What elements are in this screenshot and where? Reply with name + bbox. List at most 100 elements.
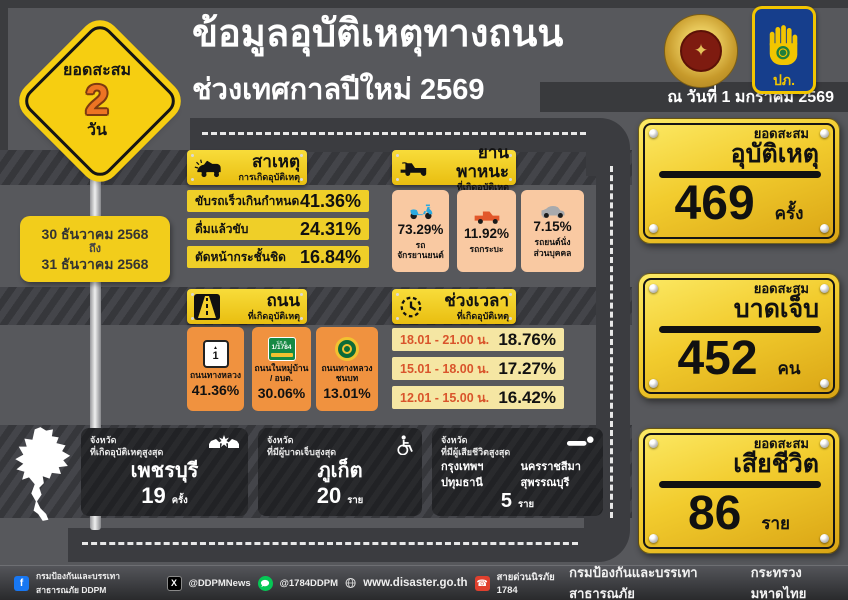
cause-label: ขับรถเร็วเกินกำหนด bbox=[195, 193, 300, 208]
time-value: 18.76% bbox=[498, 329, 556, 349]
vehicles-header-text: ยานพาหนะ ที่เกิดอุบัติเหตุ bbox=[431, 143, 509, 193]
page-subtitle: ช่วงเทศกาลปีใหม่ 2569 bbox=[192, 74, 485, 106]
cause-value: 16.84% bbox=[299, 246, 361, 267]
tow-truck-icon bbox=[400, 161, 427, 176]
cause-row: ขับรถเร็วเกินกำหนด 41.36% bbox=[187, 190, 369, 212]
time-row: 12.01 - 15.00 น. 16.42% bbox=[392, 386, 564, 409]
plate-underline bbox=[659, 481, 821, 489]
plate-label: บาดเจ็บ bbox=[733, 295, 819, 324]
plate-value: 469 bbox=[674, 177, 755, 231]
top-border-strip bbox=[0, 0, 848, 8]
vehicle-label: รถจักรยานยนต์ bbox=[397, 239, 444, 261]
rural-road-sign-icon bbox=[335, 336, 359, 361]
time-range: 15.01 - 18.00 น. bbox=[400, 361, 490, 376]
road-top bbox=[190, 118, 596, 152]
line-app-icon bbox=[257, 575, 273, 591]
province-names-grid: กรุงเทพฯ นครราชสีมา ปทุมธานี สุพรรณบุรี bbox=[441, 461, 581, 489]
road-type-card: ปภ.ด 1/1784 ถนนในหมู่บ้าน / อบต. 30.06% bbox=[252, 327, 311, 411]
causes-subtitle: การเกิดอุบัติเหตุ bbox=[238, 171, 300, 182]
top-deaths-province-card: จังหวัด ที่มีผู้เสียชีวิตสูงสุด กรุงเทพฯ… bbox=[432, 428, 603, 516]
time-header-text: ช่วงเวลา ที่เกิดอุบัติเหตุ bbox=[423, 291, 509, 321]
road-type-card: ถนนทางหลวง ชนบท 13.01% bbox=[316, 327, 378, 411]
cause-value: 24.31% bbox=[299, 218, 361, 239]
highway-route-sign-icon: ▲ 1 bbox=[202, 339, 229, 368]
sign-pole bbox=[90, 176, 101, 530]
motorcycle-icon bbox=[409, 204, 432, 220]
period-to-word: ถึง bbox=[88, 242, 102, 255]
roads-title: ถนน bbox=[266, 291, 300, 311]
clock-icon bbox=[400, 296, 422, 317]
ddpm-logo: ปภ. bbox=[752, 6, 816, 94]
province-unit: ราย bbox=[518, 498, 535, 510]
top-accident-province-card: จังหวัด ที่เกิดอุบัติเหตุสูงสุด เพชรบุรี… bbox=[81, 428, 248, 516]
vehicles-title: ยานพาหนะ bbox=[456, 142, 509, 182]
time-header-plate: ช่วงเวลา ที่เกิดอุบัติเหตุ bbox=[392, 289, 516, 324]
page-title: ข้อมูลอุบัติเหตุทางถนน bbox=[192, 13, 564, 55]
vehicle-label: รถกระบะ bbox=[469, 243, 504, 254]
road-type-label: ถนนทางหลวง bbox=[189, 369, 242, 380]
province-value: 20 bbox=[316, 483, 342, 509]
vehicle-value: 73.29% bbox=[397, 221, 444, 237]
vehicle-value: 11.92% bbox=[463, 225, 510, 241]
vehicle-label: รถยนต์นั่ง ส่วนบุคคล bbox=[533, 237, 572, 258]
road-centerline-vertical bbox=[610, 166, 613, 518]
footer-line-handle: @1784DDPM bbox=[279, 577, 338, 589]
time-row: 18.01 - 21.00 น. 18.76% bbox=[392, 328, 564, 351]
x-icon: X bbox=[166, 575, 182, 591]
vehicle-card: 73.29% รถจักรยานยนต์ bbox=[392, 190, 449, 272]
vehicles-header-plate: ยานพาหนะ ที่เกิดอุบัติเหตุ bbox=[392, 143, 516, 192]
cause-label: ตัดหน้ากระชั้นชิด bbox=[195, 249, 286, 264]
diamond-sign-content: ยอดสะสม 2 วัน bbox=[13, 28, 181, 174]
road-type-value: 41.36% bbox=[191, 381, 240, 398]
road-safety-center-emblem: ✦ bbox=[664, 14, 738, 88]
province-unit: ครั้ง bbox=[171, 495, 188, 507]
crash-car-icon bbox=[194, 159, 221, 177]
causes-header-plate: สาเหตุ การเกิดอุบัติเหตุ bbox=[187, 150, 307, 185]
plate-underline bbox=[659, 171, 821, 179]
province-name: ภูเก็ต bbox=[317, 460, 363, 483]
plate-unit: ราย bbox=[761, 514, 791, 534]
footer-website: www.disaster.go.th bbox=[363, 577, 468, 589]
province-value: 19 bbox=[141, 483, 166, 509]
total-deaths-plate: ยอดสะสม เสียชีวิต 86 ราย bbox=[638, 428, 840, 554]
time-value: 16.42% bbox=[498, 387, 556, 407]
road-icon bbox=[194, 293, 220, 320]
roads-subtitle: ที่เกิดอุบัติเหตุ bbox=[247, 310, 300, 321]
emblem-inner: ✦ bbox=[680, 30, 722, 72]
cause-row: ดื่มแล้วขับ 24.31% bbox=[187, 218, 369, 240]
plate-caption: ยอดสะสม bbox=[753, 281, 809, 296]
time-range: 12.01 - 15.00 น. bbox=[400, 390, 490, 405]
province-captions: จังหวัด ที่มีผู้บาดเจ็บสูงสุด bbox=[267, 435, 337, 457]
phone-icon: ☎ bbox=[474, 575, 490, 591]
period-to: 31 ธันวาคม 2568 bbox=[41, 256, 149, 273]
plate-label: อุบัติเหตุ bbox=[730, 140, 819, 169]
province-value: 5 bbox=[500, 489, 513, 512]
time-range: 18.01 - 21.00 น. bbox=[400, 332, 490, 347]
vehicles-subtitle: ที่เกิดอุบัติเหตุ bbox=[456, 181, 509, 192]
plate-underline bbox=[659, 326, 821, 334]
province-captions: จังหวัด ที่มีผู้เสียชีวิตสูงสุด bbox=[441, 435, 511, 457]
vehicle-card: 7.15% รถยนต์นั่ง ส่วนบุคคล bbox=[521, 190, 584, 272]
footer-x-handle: @DDPMNews bbox=[188, 577, 251, 589]
cause-row: ตัดหน้ากระชั้นชิด 16.84% bbox=[187, 246, 369, 268]
time-subtitle: ที่เกิดอุบัติเหตุ bbox=[456, 310, 509, 321]
facebook-icon: f bbox=[14, 575, 29, 591]
road-type-label: ถนนในหมู่บ้าน / อบต. bbox=[254, 362, 309, 384]
cause-label: ดื่มแล้วขับ bbox=[195, 221, 249, 236]
roads-header-text: ถนน ที่เกิดอุบัติเหตุ bbox=[220, 291, 300, 321]
plate-caption: ยอดสะสม bbox=[753, 436, 809, 451]
time-row: 15.01 - 18.00 น. 17.27% bbox=[392, 357, 564, 380]
plate-unit: คน bbox=[777, 359, 801, 379]
total-accidents-plate: ยอดสะสม อุบัติเหตุ 469 ครั้ง bbox=[638, 118, 840, 244]
road-centerline-top bbox=[202, 132, 586, 135]
date-range-box: 30 ธันวาคม 2568 ถึง 31 ธันวาคม 2568 bbox=[20, 216, 170, 282]
time-title: ช่วงเวลา bbox=[444, 291, 509, 311]
total-injured-plate: ยอดสะสม บาดเจ็บ 452 คน bbox=[638, 273, 840, 399]
causes-header-text: สาเหตุ การเกิดอุบัติเหตุ bbox=[224, 152, 300, 182]
cause-value: 41.36% bbox=[299, 190, 361, 211]
plate-value: 452 bbox=[677, 332, 758, 386]
pickup-truck-icon bbox=[474, 211, 499, 224]
ddpm-logo-text: ปภ. bbox=[772, 72, 795, 89]
footer-facebook-text: กรมป้องกันและบรรเทาสาธารณภัย DDPM bbox=[36, 571, 120, 595]
left-border-strip bbox=[0, 0, 8, 150]
